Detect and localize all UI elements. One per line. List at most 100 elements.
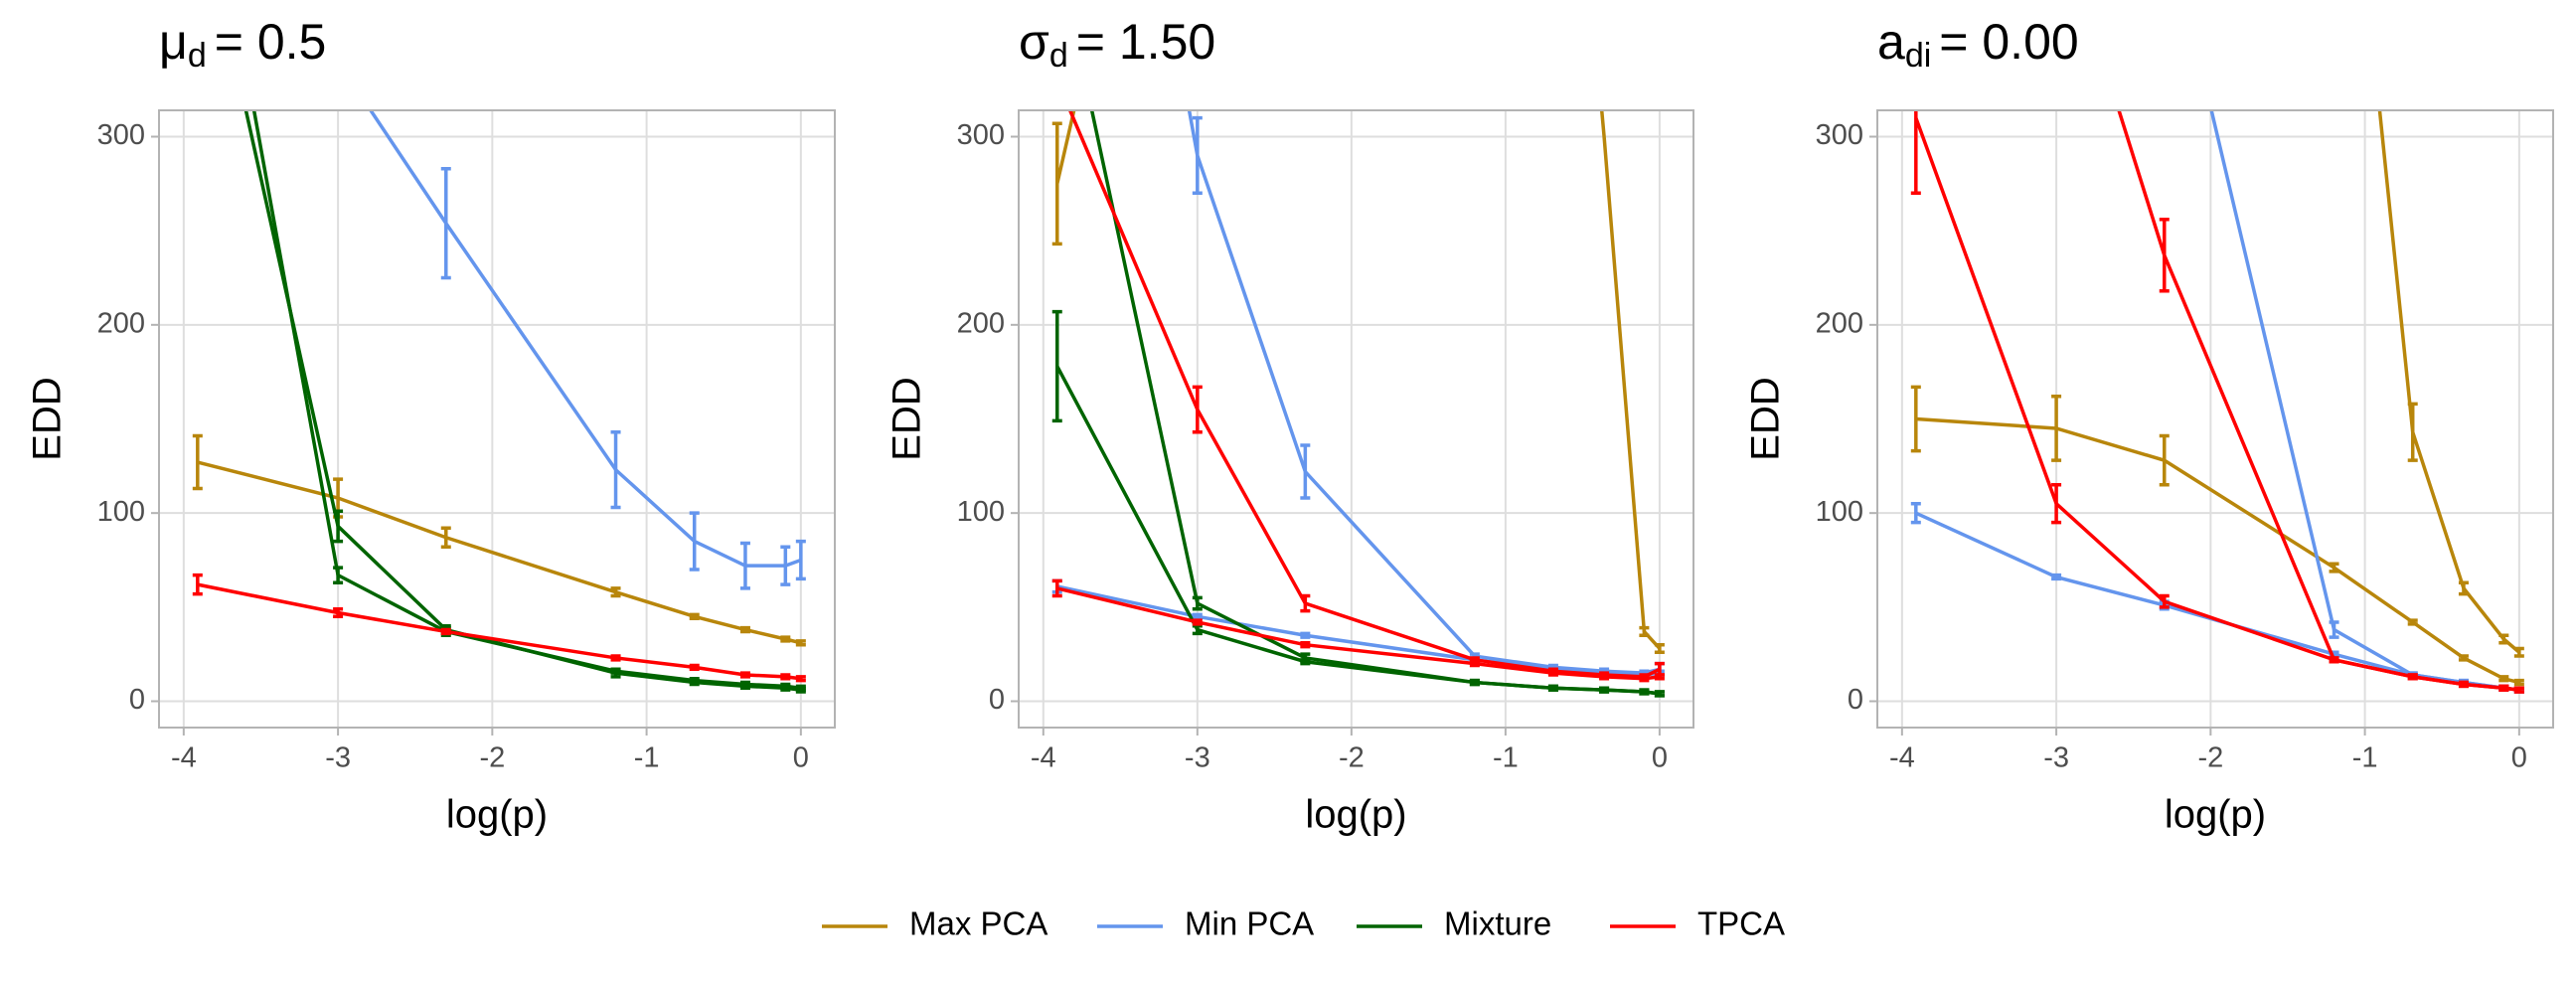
error-bar <box>1192 618 1203 626</box>
panel-title: σd = 1.50 <box>1019 14 1215 75</box>
error-bar <box>610 430 621 510</box>
title-value: = 1.50 <box>1076 14 1215 70</box>
error-bar <box>1051 121 1062 246</box>
error-bar <box>2458 654 2469 662</box>
title-value: = 0.00 <box>1939 14 2078 70</box>
title-subscript: di <box>1905 37 1931 75</box>
error-bar <box>689 511 700 572</box>
x-tick-label: -3 <box>325 742 351 774</box>
legend-label: Mixture <box>1444 905 1551 942</box>
error-bar <box>689 663 700 672</box>
error-bar <box>739 671 750 679</box>
error-bar <box>1469 678 1480 687</box>
error-bar <box>2458 580 2469 596</box>
y-axis-label: EDD <box>26 377 70 460</box>
error-bar <box>795 684 806 692</box>
error-bar <box>1654 690 1665 698</box>
error-bar <box>2407 673 2418 681</box>
x-tick-label: -4 <box>171 742 197 774</box>
error-bar <box>2513 678 2524 687</box>
error-bar <box>2051 483 2062 525</box>
x-tick-label: 0 <box>1652 742 1668 774</box>
error-bar <box>2051 395 2062 462</box>
error-bar <box>610 586 621 598</box>
x-axis-label: log(p) <box>446 793 548 837</box>
series-line <box>368 110 802 568</box>
error-bar <box>440 166 451 280</box>
y-tick-label: 100 <box>957 496 1005 528</box>
series-line <box>1915 416 2520 685</box>
error-bar <box>780 635 791 643</box>
error-bar <box>333 509 344 544</box>
error-bar <box>1910 501 1921 525</box>
error-bar <box>2051 573 2062 581</box>
error-bar <box>739 625 750 634</box>
y-tick-label: 200 <box>957 307 1005 339</box>
y-axis-label: EDD <box>1744 377 1788 460</box>
x-tick-label: -2 <box>1339 742 1365 774</box>
error-bar <box>1639 688 1650 696</box>
error-bar <box>1639 673 1650 681</box>
error-bar <box>2513 686 2524 694</box>
error-bar <box>795 539 806 581</box>
panel-border <box>158 109 836 729</box>
y-tick-label: 300 <box>97 119 145 151</box>
title-subscript: d <box>188 37 207 75</box>
error-bar <box>739 680 750 689</box>
series-line <box>2209 110 2520 692</box>
error-bar <box>2498 675 2509 683</box>
legend-label: TPCA <box>1697 905 1785 942</box>
x-tick-label: 0 <box>2511 742 2527 774</box>
error-bar <box>2159 218 2170 293</box>
error-bar <box>1547 667 1558 675</box>
title-symbol: μ <box>159 14 188 70</box>
error-bar <box>440 627 451 636</box>
y-tick-label: 300 <box>1816 119 1863 151</box>
error-bar <box>1300 631 1311 639</box>
x-axis-label: log(p) <box>2165 793 2266 837</box>
series-line <box>2377 110 2520 654</box>
error-bar <box>780 682 791 690</box>
plot-area <box>1910 110 2524 694</box>
series-line <box>1089 110 1661 696</box>
error-bar <box>1639 625 1650 637</box>
error-bar <box>1051 578 1062 598</box>
x-tick-label: -4 <box>1031 742 1056 774</box>
x-tick-label: -2 <box>2197 742 2223 774</box>
y-tick-label: 100 <box>97 496 145 528</box>
error-bar <box>1192 624 1203 636</box>
error-bar <box>1051 309 1062 423</box>
error-bar <box>333 606 344 619</box>
error-bar <box>192 433 203 491</box>
series-line <box>1055 110 1662 650</box>
error-bar <box>333 566 344 584</box>
error-bar <box>1300 443 1311 500</box>
error-bar <box>2407 402 2418 462</box>
x-tick-label: -1 <box>634 742 660 774</box>
error-bar <box>739 541 750 590</box>
title-symbol: σ <box>1019 14 1049 70</box>
error-bar <box>2498 633 2509 645</box>
title-symbol: a <box>1877 14 1905 70</box>
series-line <box>197 460 802 645</box>
series-line <box>243 110 802 692</box>
series-line <box>2117 110 2520 692</box>
series-line <box>1056 584 1661 677</box>
error-bar <box>1654 642 1665 655</box>
series-line <box>1067 110 1661 679</box>
error-bar <box>780 545 791 586</box>
y-tick-label: 0 <box>129 684 145 716</box>
error-bar <box>1192 385 1203 434</box>
error-bar <box>689 612 700 620</box>
error-bar <box>780 673 791 681</box>
x-tick-label: -3 <box>1185 742 1210 774</box>
error-bar <box>2498 684 2509 692</box>
x-tick-label: -4 <box>1889 742 1915 774</box>
error-bar <box>2407 618 2418 626</box>
error-bar <box>1300 652 1311 664</box>
error-bar <box>1910 385 1921 453</box>
y-tick-label: 100 <box>1816 496 1863 528</box>
x-tick-label: -2 <box>479 742 505 774</box>
panel-border <box>1876 109 2554 729</box>
